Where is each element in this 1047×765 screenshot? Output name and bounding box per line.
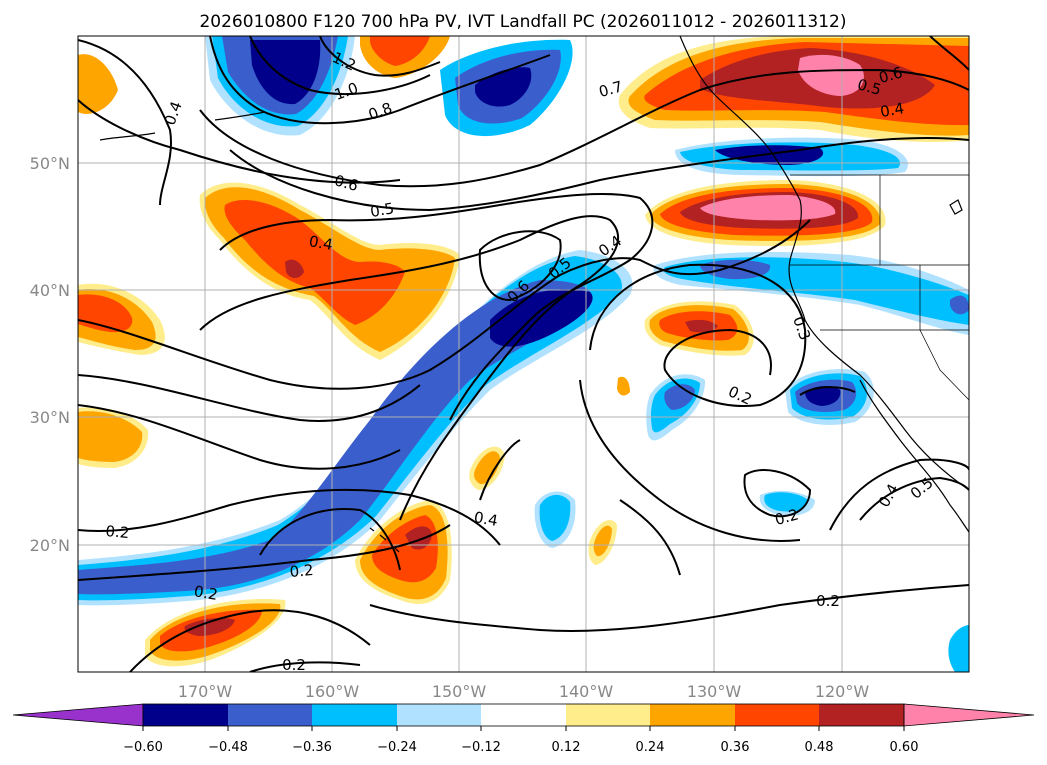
colorbar-tick-labels: −0.60 −0.48 −0.36 −0.24 −0.12 0.12 0.24 … [123,740,918,755]
shade-50n-negative [675,137,908,177]
colorbar-bin [143,704,228,726]
contour-label: 0.4 [308,232,335,254]
contour-label: 0.7 [597,77,625,101]
lat-tick-label: 50°N [30,154,70,173]
colorbar: −0.60 −0.48 −0.36 −0.24 −0.12 0.12 0.24 … [12,703,1035,755]
shade-nw-positive [78,36,450,114]
colorbar-tick-label: 0.48 [805,740,834,755]
contour-label: 0.4 [879,99,906,121]
shade-40n-negative [653,252,969,335]
contour-labels: 0.4 1.2 1.0 0.8 0.7 0.6 0.5 0.4 0.6 0.5 … [105,48,937,674]
colorbar-bin [819,704,904,726]
lat-tick-label: 30°N [30,408,70,427]
lon-tick-label: 130°W [687,682,742,701]
contour-label: 0.6 [877,63,905,87]
contour-label: 0.2 [105,522,130,542]
lon-tick-labels: 170°W 160°W 150°W 140°W 130°W 120°W [178,682,870,701]
contour-label: 0.2 [282,656,306,674]
lon-tick-label: 160°W [305,682,360,701]
contours [78,36,969,672]
lon-tick-label: 150°W [432,682,487,701]
colorbar-bin [397,704,481,726]
colorbar-frame [142,703,905,727]
shade-20n-positive [355,500,452,604]
chart-title: 2026010800 F120 700 hPa PV, IVT Landfall… [199,12,846,32]
contour-label: 0.2 [773,505,801,529]
colorbar-extend-min [12,703,144,727]
lat-tick-labels: 50°N 40°N 30°N 20°N [30,154,70,555]
lat-tick-label: 40°N [30,281,70,300]
lat-tick-label: 20°N [30,536,70,555]
lon-tick-label: 120°W [815,682,870,701]
colorbar-bin [735,704,819,726]
colorbar-tick-label: −0.60 [123,740,163,755]
colorbar-tick-label: 0.60 [890,740,919,755]
shade-se-negative [948,625,969,672]
contour-label: 0.5 [855,75,883,99]
contour-label: 0.2 [816,592,840,610]
shade-45n-positive [645,180,886,246]
colorbar-bin [481,704,566,726]
contour-label: 0.2 [193,582,220,604]
shade-diagonal-negative [78,250,633,606]
colorbar-tick-label: −0.48 [208,740,248,755]
coastlines [99,36,969,553]
shade-far-west-positive [78,283,165,468]
shade-37n-positive [644,301,754,356]
colorbar-bin [312,704,397,726]
contour-label: 0.6 [332,171,360,195]
colorbar-tick-label: −0.12 [461,740,501,755]
lon-tick-label: 170°W [178,682,233,701]
colorbar-ticks [142,726,905,731]
contour-label: 0.2 [289,561,314,581]
shade-south-positive [145,599,286,667]
colorbar-bin [228,704,312,726]
colorbar-tick-label: 0.36 [721,740,750,755]
colorbar-extend-max [903,703,1035,727]
gridlines [78,36,969,672]
colorbar-tick-label: 0.12 [552,740,581,755]
colorbar-tick-label: −0.24 [377,740,417,755]
colorbar-bin [650,704,735,726]
shade-baja-negative [785,369,874,425]
map-frame [77,35,970,673]
contour-label: 0.4 [473,508,500,530]
colorbar-tick-label: −0.36 [292,740,332,755]
colorbar-tick-label: 0.24 [636,740,665,755]
lon-tick-label: 140°W [559,682,614,701]
map-panel: 0.4 1.2 1.0 0.8 0.7 0.6 0.5 0.4 0.6 0.5 … [77,35,970,674]
colorbar-bin [566,704,650,726]
contour-label: 0.5 [369,199,396,221]
